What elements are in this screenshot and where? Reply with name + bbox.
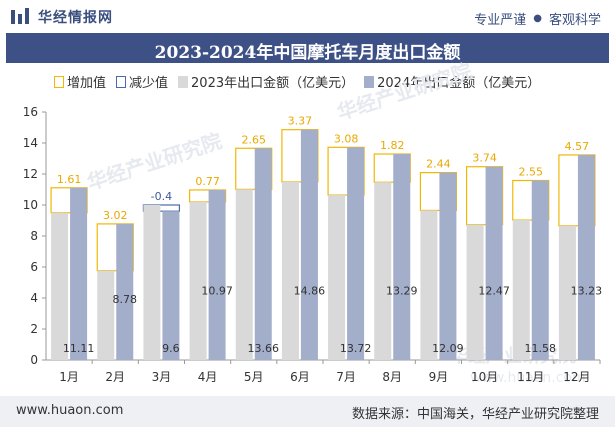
- legend-label-2024: 2024年出口金额（亿美元）: [377, 76, 541, 91]
- value-label-2024: 9.6: [162, 342, 180, 355]
- x-tick-label: 10月: [471, 370, 498, 384]
- bar-2023: [189, 201, 207, 360]
- change-label: 2.44: [426, 158, 451, 171]
- bar-2024: [162, 211, 180, 360]
- value-label-2024: 10.97: [201, 284, 233, 297]
- bar-2023: [281, 181, 299, 360]
- bar-2024: [439, 172, 457, 360]
- bar-2023: [97, 270, 115, 360]
- chart-title: 2023-2024年中国摩托车月度出口金额: [154, 43, 461, 63]
- change-label: 3.08: [334, 132, 359, 145]
- value-label-2024: 11.58: [525, 342, 557, 355]
- logo-icon: [11, 8, 29, 24]
- x-tick-label: 9月: [429, 370, 449, 384]
- change-label: 1.82: [380, 139, 405, 152]
- bar-2023: [143, 205, 161, 360]
- y-tick-label: 10: [23, 198, 38, 212]
- bar-2023: [558, 225, 576, 360]
- change-label: 3.74: [472, 152, 497, 165]
- legend: 增加值 减少值 2023年出口金额（亿美元） 2024年出口金额（亿美元）: [54, 72, 550, 91]
- bar-2024: [393, 154, 411, 360]
- y-tick-label: 0: [30, 353, 38, 367]
- value-label-2024: 12.09: [432, 342, 464, 355]
- value-label-2024: 14.86: [294, 284, 326, 297]
- bar-2023: [235, 189, 253, 360]
- y-tick-label: 14: [23, 136, 38, 150]
- bar-2024: [577, 154, 595, 360]
- value-label-2024: 13.66: [248, 342, 280, 355]
- footer-website: www.huaon.com: [16, 403, 124, 418]
- legend-label-decrease: 减少值: [129, 76, 169, 91]
- value-label-2024: 12.47: [478, 284, 510, 297]
- brand-name: 华经情报网: [38, 10, 113, 26]
- slogan-left: 专业严谨: [474, 13, 527, 28]
- bar-2024: [531, 180, 549, 360]
- y-tick-label: 8: [30, 229, 38, 243]
- separator-dot-icon: ●: [533, 13, 542, 24]
- change-label: 2.65: [242, 133, 267, 146]
- bar-2024: [347, 147, 365, 360]
- bar-2023: [512, 220, 530, 360]
- bar-2023: [420, 210, 438, 360]
- legend-item-2024: 2024年出口金额（亿美元）: [364, 72, 540, 91]
- legend-swatch-increase: [54, 75, 64, 88]
- bar-2023: [328, 195, 346, 360]
- bar-2024: [116, 223, 134, 360]
- x-tick-label: 5月: [244, 370, 264, 384]
- value-label-2024: 13.72: [340, 342, 372, 355]
- bar-2023: [374, 182, 392, 360]
- x-tick-label: 11月: [517, 370, 544, 384]
- slogan-right: 客观科学: [548, 13, 601, 28]
- value-label-2024: 13.29: [386, 284, 418, 297]
- change-label: 4.57: [565, 140, 590, 153]
- watermark-text: www.huaon.com: [470, 370, 586, 386]
- footer-source: 数据来源：中国海关，华经产业研究院整理: [351, 407, 599, 422]
- bar-chart: 华经产业研究院华经产业研究院华经产业研究院www.huaon.com024681…: [23, 59, 603, 386]
- x-tick-label: 1月: [59, 370, 79, 384]
- legend-item-decrease: 减少值: [116, 72, 168, 91]
- legend-swatch-2024: [364, 75, 375, 88]
- bar-2024: [300, 129, 318, 360]
- bar-2024: [485, 166, 503, 360]
- y-tick-label: 4: [30, 291, 38, 305]
- bar-2024: [70, 187, 88, 360]
- watermark-text: 华经产业研究院: [334, 59, 475, 125]
- bar-2023: [466, 224, 484, 360]
- y-tick-label: 12: [23, 167, 38, 181]
- legend-label-2023: 2023年出口金额（亿美元）: [191, 76, 355, 91]
- change-label: 3.37: [288, 115, 313, 128]
- x-tick-label: 3月: [152, 370, 172, 384]
- y-tick-label: 2: [30, 322, 38, 336]
- change-label: 3.02: [103, 209, 128, 222]
- x-tick-label: 2月: [105, 370, 125, 384]
- legend-swatch-2023: [178, 75, 189, 88]
- change-label: 1.61: [57, 173, 82, 186]
- x-tick-label: 4月: [198, 370, 218, 384]
- y-tick-label: 6: [30, 260, 38, 274]
- x-tick-label: 8月: [382, 370, 402, 384]
- change-label: 2.55: [519, 166, 544, 179]
- legend-swatch-decrease: [116, 75, 127, 88]
- legend-item-2023: 2023年出口金额（亿美元）: [178, 72, 354, 91]
- top-bar: 华经情报网 专业严谨 ● 客观科学: [0, 0, 615, 32]
- x-tick-label: 12月: [563, 370, 590, 384]
- footer: www.huaon.com 数据来源：中国海关，华经产业研究院整理: [0, 396, 615, 427]
- value-label-2024: 11.11: [63, 342, 95, 355]
- bar-2024: [208, 189, 226, 360]
- legend-item-increase: 增加值: [54, 72, 106, 91]
- title-bar: 2023-2024年中国摩托车月度出口金额: [6, 33, 609, 63]
- change-label: 0.77: [195, 175, 220, 188]
- value-label-2024: 8.78: [113, 293, 138, 306]
- y-tick-label: 16: [23, 105, 38, 119]
- x-tick-label: 6月: [290, 370, 310, 384]
- value-label-2024: 13.23: [571, 284, 603, 297]
- slogan: 专业严谨 ● 客观科学: [474, 9, 601, 28]
- change-label: -0.4: [151, 190, 172, 203]
- legend-label-increase: 增加值: [67, 76, 107, 91]
- brand: 华经情报网: [10, 7, 113, 27]
- bar-2024: [254, 148, 272, 360]
- x-tick-label: 7月: [336, 370, 356, 384]
- bar-2023: [51, 212, 69, 360]
